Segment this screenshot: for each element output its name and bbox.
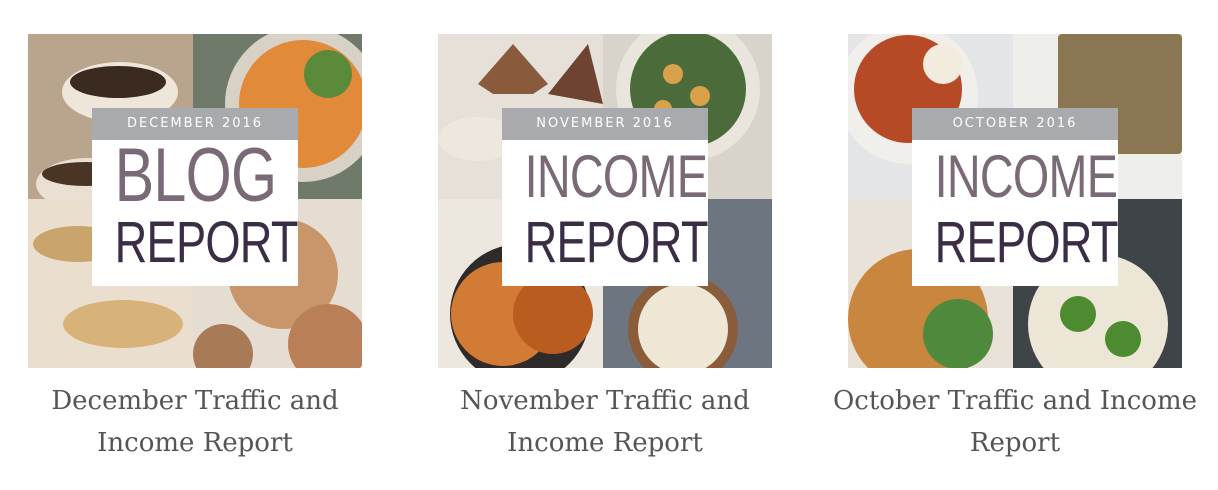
post-card-december[interactable]: DECEMBER 2016 BLOG REPORT December Traff… [28, 34, 362, 458]
badge-date: DECEMBER 2016 [92, 108, 298, 140]
post-title-link[interactable]: December Traffic and Income Report [51, 386, 339, 458]
badge-title: BLOG [114, 133, 277, 218]
badge-title: INCOME [524, 143, 708, 210]
badge-subtitle: REPORT [934, 210, 1119, 275]
report-badge: DECEMBER 2016 BLOG REPORT [92, 108, 298, 286]
post-title-link[interactable]: November Traffic and Income Report [460, 386, 750, 458]
badge-subtitle: REPORT [114, 210, 299, 275]
post-thumbnail[interactable]: NOVEMBER 2016 INCOME REPORT [438, 34, 772, 368]
post-thumbnail[interactable]: DECEMBER 2016 BLOG REPORT [28, 34, 362, 368]
post-thumbnail[interactable]: OCTOBER 2016 INCOME REPORT [848, 34, 1182, 368]
badge-subtitle: REPORT [524, 210, 709, 275]
post-card-october[interactable]: OCTOBER 2016 INCOME REPORT October Traff… [833, 34, 1197, 458]
badge-date: OCTOBER 2016 [912, 108, 1118, 140]
badge-date: NOVEMBER 2016 [502, 108, 708, 140]
post-card-november[interactable]: NOVEMBER 2016 INCOME REPORT November Tra… [438, 34, 772, 458]
badge-title: INCOME [934, 143, 1118, 210]
report-badge: NOVEMBER 2016 INCOME REPORT [502, 108, 708, 286]
post-title-link[interactable]: October Traffic and Income Report [832, 386, 1197, 458]
report-badge: OCTOBER 2016 INCOME REPORT [912, 108, 1118, 286]
